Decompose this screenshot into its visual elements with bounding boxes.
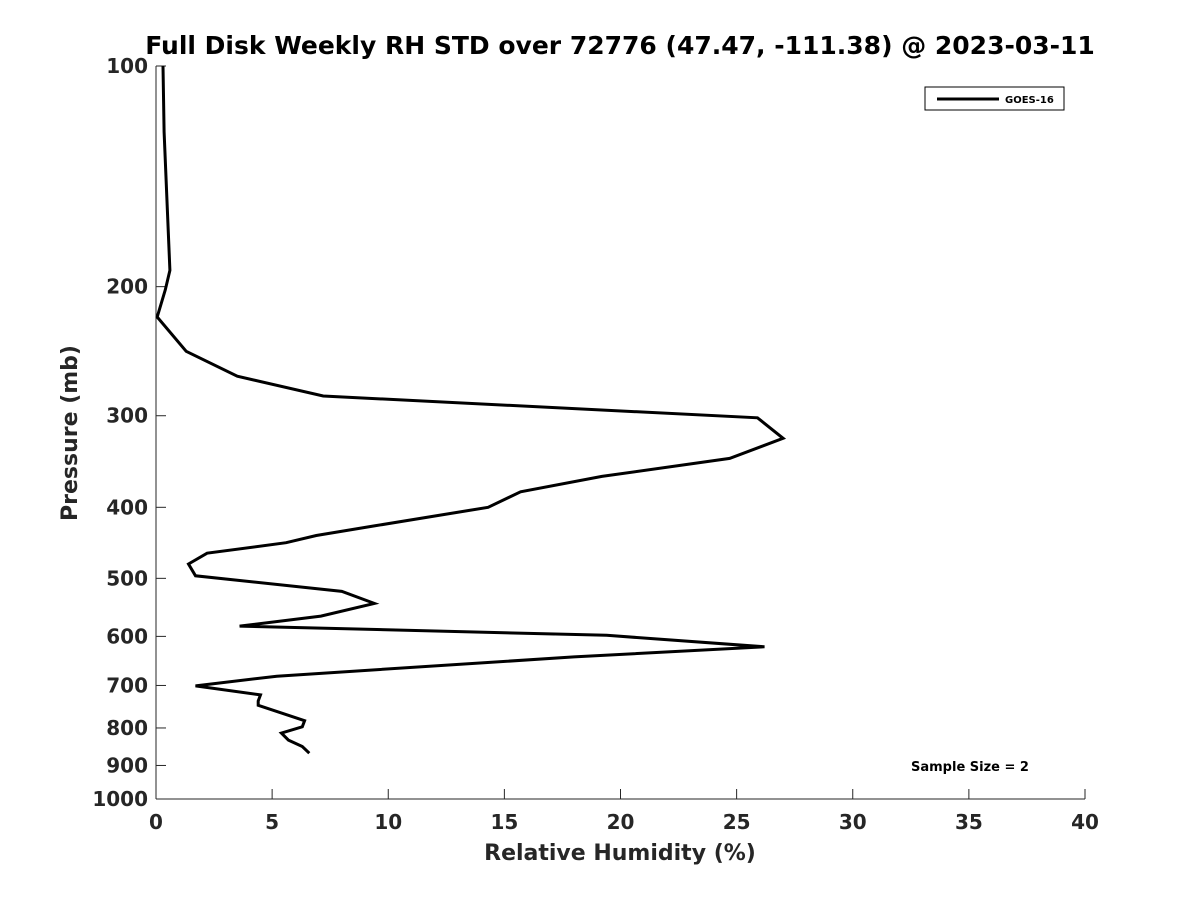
x-axis-ticks: 0 5 10 15 20 25 30 35 40 (149, 789, 1099, 834)
y-axis-ticks: 100 200 300 400 500 600 700 800 900 1000 (92, 54, 166, 811)
x-tick-label: 30 (839, 810, 867, 834)
sample-size-annotation: Sample Size = 2 (911, 760, 1029, 775)
y-tick-label: 200 (106, 275, 148, 299)
x-tick-label: 0 (149, 810, 163, 834)
y-tick-label: 700 (106, 673, 148, 697)
y-tick-label: 300 (106, 404, 148, 428)
y-tick-label: 600 (106, 624, 148, 648)
x-tick-label: 10 (374, 810, 402, 834)
x-tick-label: 40 (1071, 810, 1099, 834)
series-line-goes-16 (155, 65, 787, 755)
y-axis-label: Pressure (mb) (58, 345, 83, 521)
x-axis-label: Relative Humidity (%) (484, 841, 756, 866)
x-tick-label: 15 (490, 810, 518, 834)
x-tick-label: 20 (607, 810, 635, 834)
x-tick-label: 5 (265, 810, 279, 834)
x-tick-label: 25 (723, 810, 751, 834)
y-tick-label: 800 (106, 716, 148, 740)
series-layer (155, 65, 787, 755)
y-tick-label: 900 (106, 753, 148, 777)
y-tick-label: 400 (106, 495, 148, 519)
y-tick-label: 500 (106, 566, 148, 590)
x-tick-label: 35 (955, 810, 983, 834)
chart-title: Full Disk Weekly RH STD over 72776 (47.4… (145, 31, 1095, 60)
legend-label: GOES-16 (1005, 95, 1054, 106)
y-tick-label: 100 (106, 54, 148, 78)
y-tick-label: 1000 (92, 787, 148, 811)
legend: GOES-16 (924, 86, 1065, 111)
